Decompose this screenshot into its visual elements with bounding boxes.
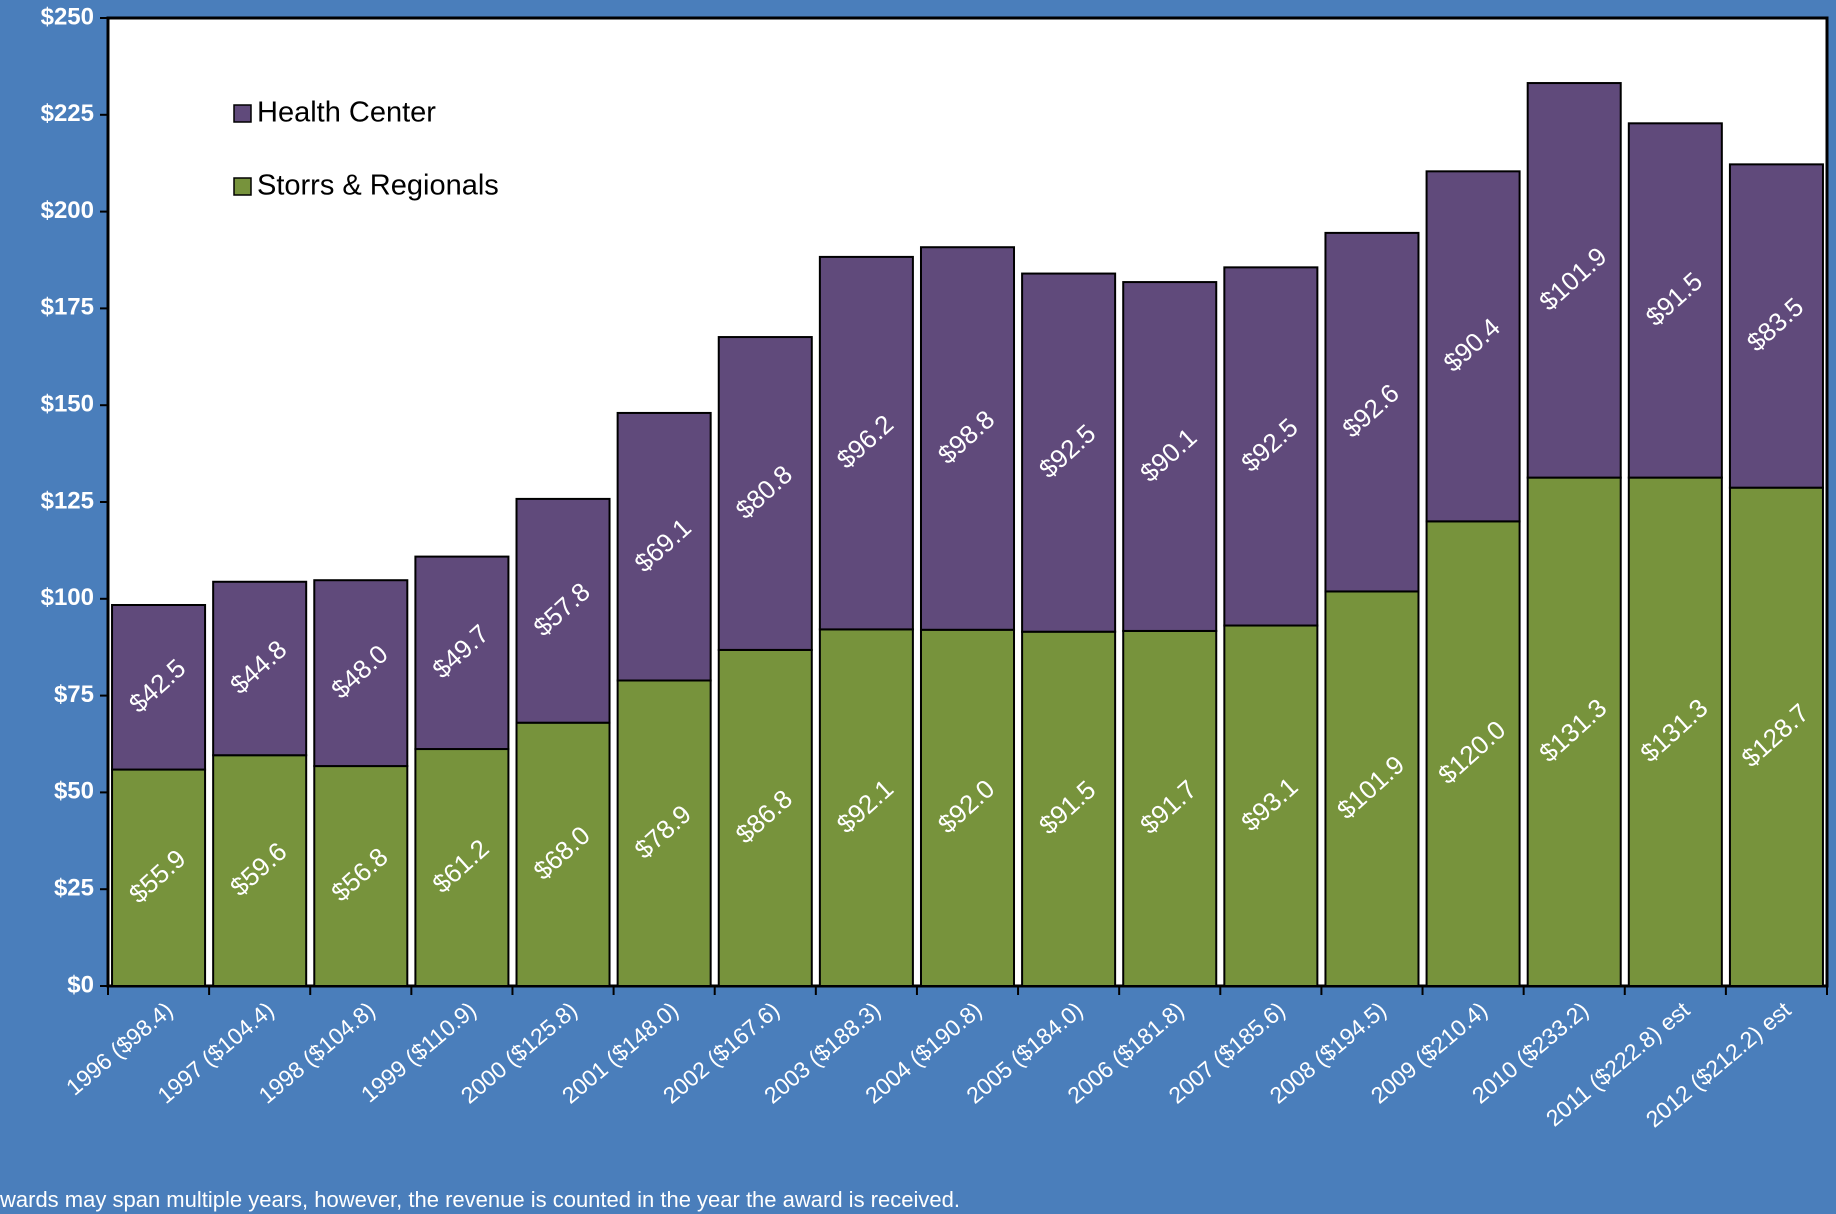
bar-segment (414, 555, 510, 751)
bar-segment (1223, 266, 1319, 627)
y-tick-label: $200 (41, 197, 94, 224)
bar-segment (515, 497, 611, 724)
bar-segment (1728, 163, 1824, 489)
y-tick-label: $50 (54, 778, 94, 805)
bar-segment (111, 603, 207, 771)
footnote: wards may span multiple years, however, … (0, 1187, 960, 1212)
y-tick-label: $0 (67, 971, 94, 998)
bar-segment (1324, 590, 1420, 987)
bar-segment (1627, 122, 1723, 479)
bar-segment (919, 246, 1016, 631)
bar-segment (111, 768, 207, 987)
y-tick-label: $100 (41, 584, 94, 611)
bar-segment (818, 255, 914, 631)
bar-segment (1223, 624, 1319, 987)
y-tick-label: $125 (41, 487, 94, 514)
bar-segment (313, 579, 409, 768)
y-tick-label: $75 (54, 681, 94, 708)
bar-segment (717, 648, 813, 987)
bar-segment (1526, 476, 1622, 987)
y-tick-label: $175 (41, 294, 94, 321)
bar-segment (1021, 630, 1117, 987)
legend-label: Storrs & Regionals (257, 170, 499, 202)
bar-segment (717, 336, 813, 651)
bar-segment (1324, 231, 1420, 593)
bar-segment (212, 754, 308, 988)
legend-swatch (233, 104, 252, 123)
y-tick-label: $25 (54, 875, 94, 902)
bar-segment (1728, 486, 1824, 987)
bar-segment (1425, 170, 1521, 523)
legend-label: Health Center (257, 97, 436, 129)
y-tick-label: $225 (41, 100, 94, 127)
bar-segment (616, 411, 712, 682)
bar-segment (515, 721, 611, 987)
legend-swatch (233, 177, 252, 196)
bar-segment (414, 748, 510, 988)
bar-segment (1526, 82, 1622, 479)
bar-segment (919, 628, 1016, 987)
bar-segment (1021, 272, 1117, 633)
y-tick-label: $150 (41, 391, 94, 418)
bar-segment (212, 580, 308, 757)
bar-segment (1627, 476, 1723, 987)
bar-segment (1122, 629, 1218, 988)
bar-segment (616, 679, 712, 987)
bar-segment (1425, 520, 1521, 987)
bar-segment (1122, 281, 1218, 632)
y-tick-label: $250 (41, 3, 94, 30)
